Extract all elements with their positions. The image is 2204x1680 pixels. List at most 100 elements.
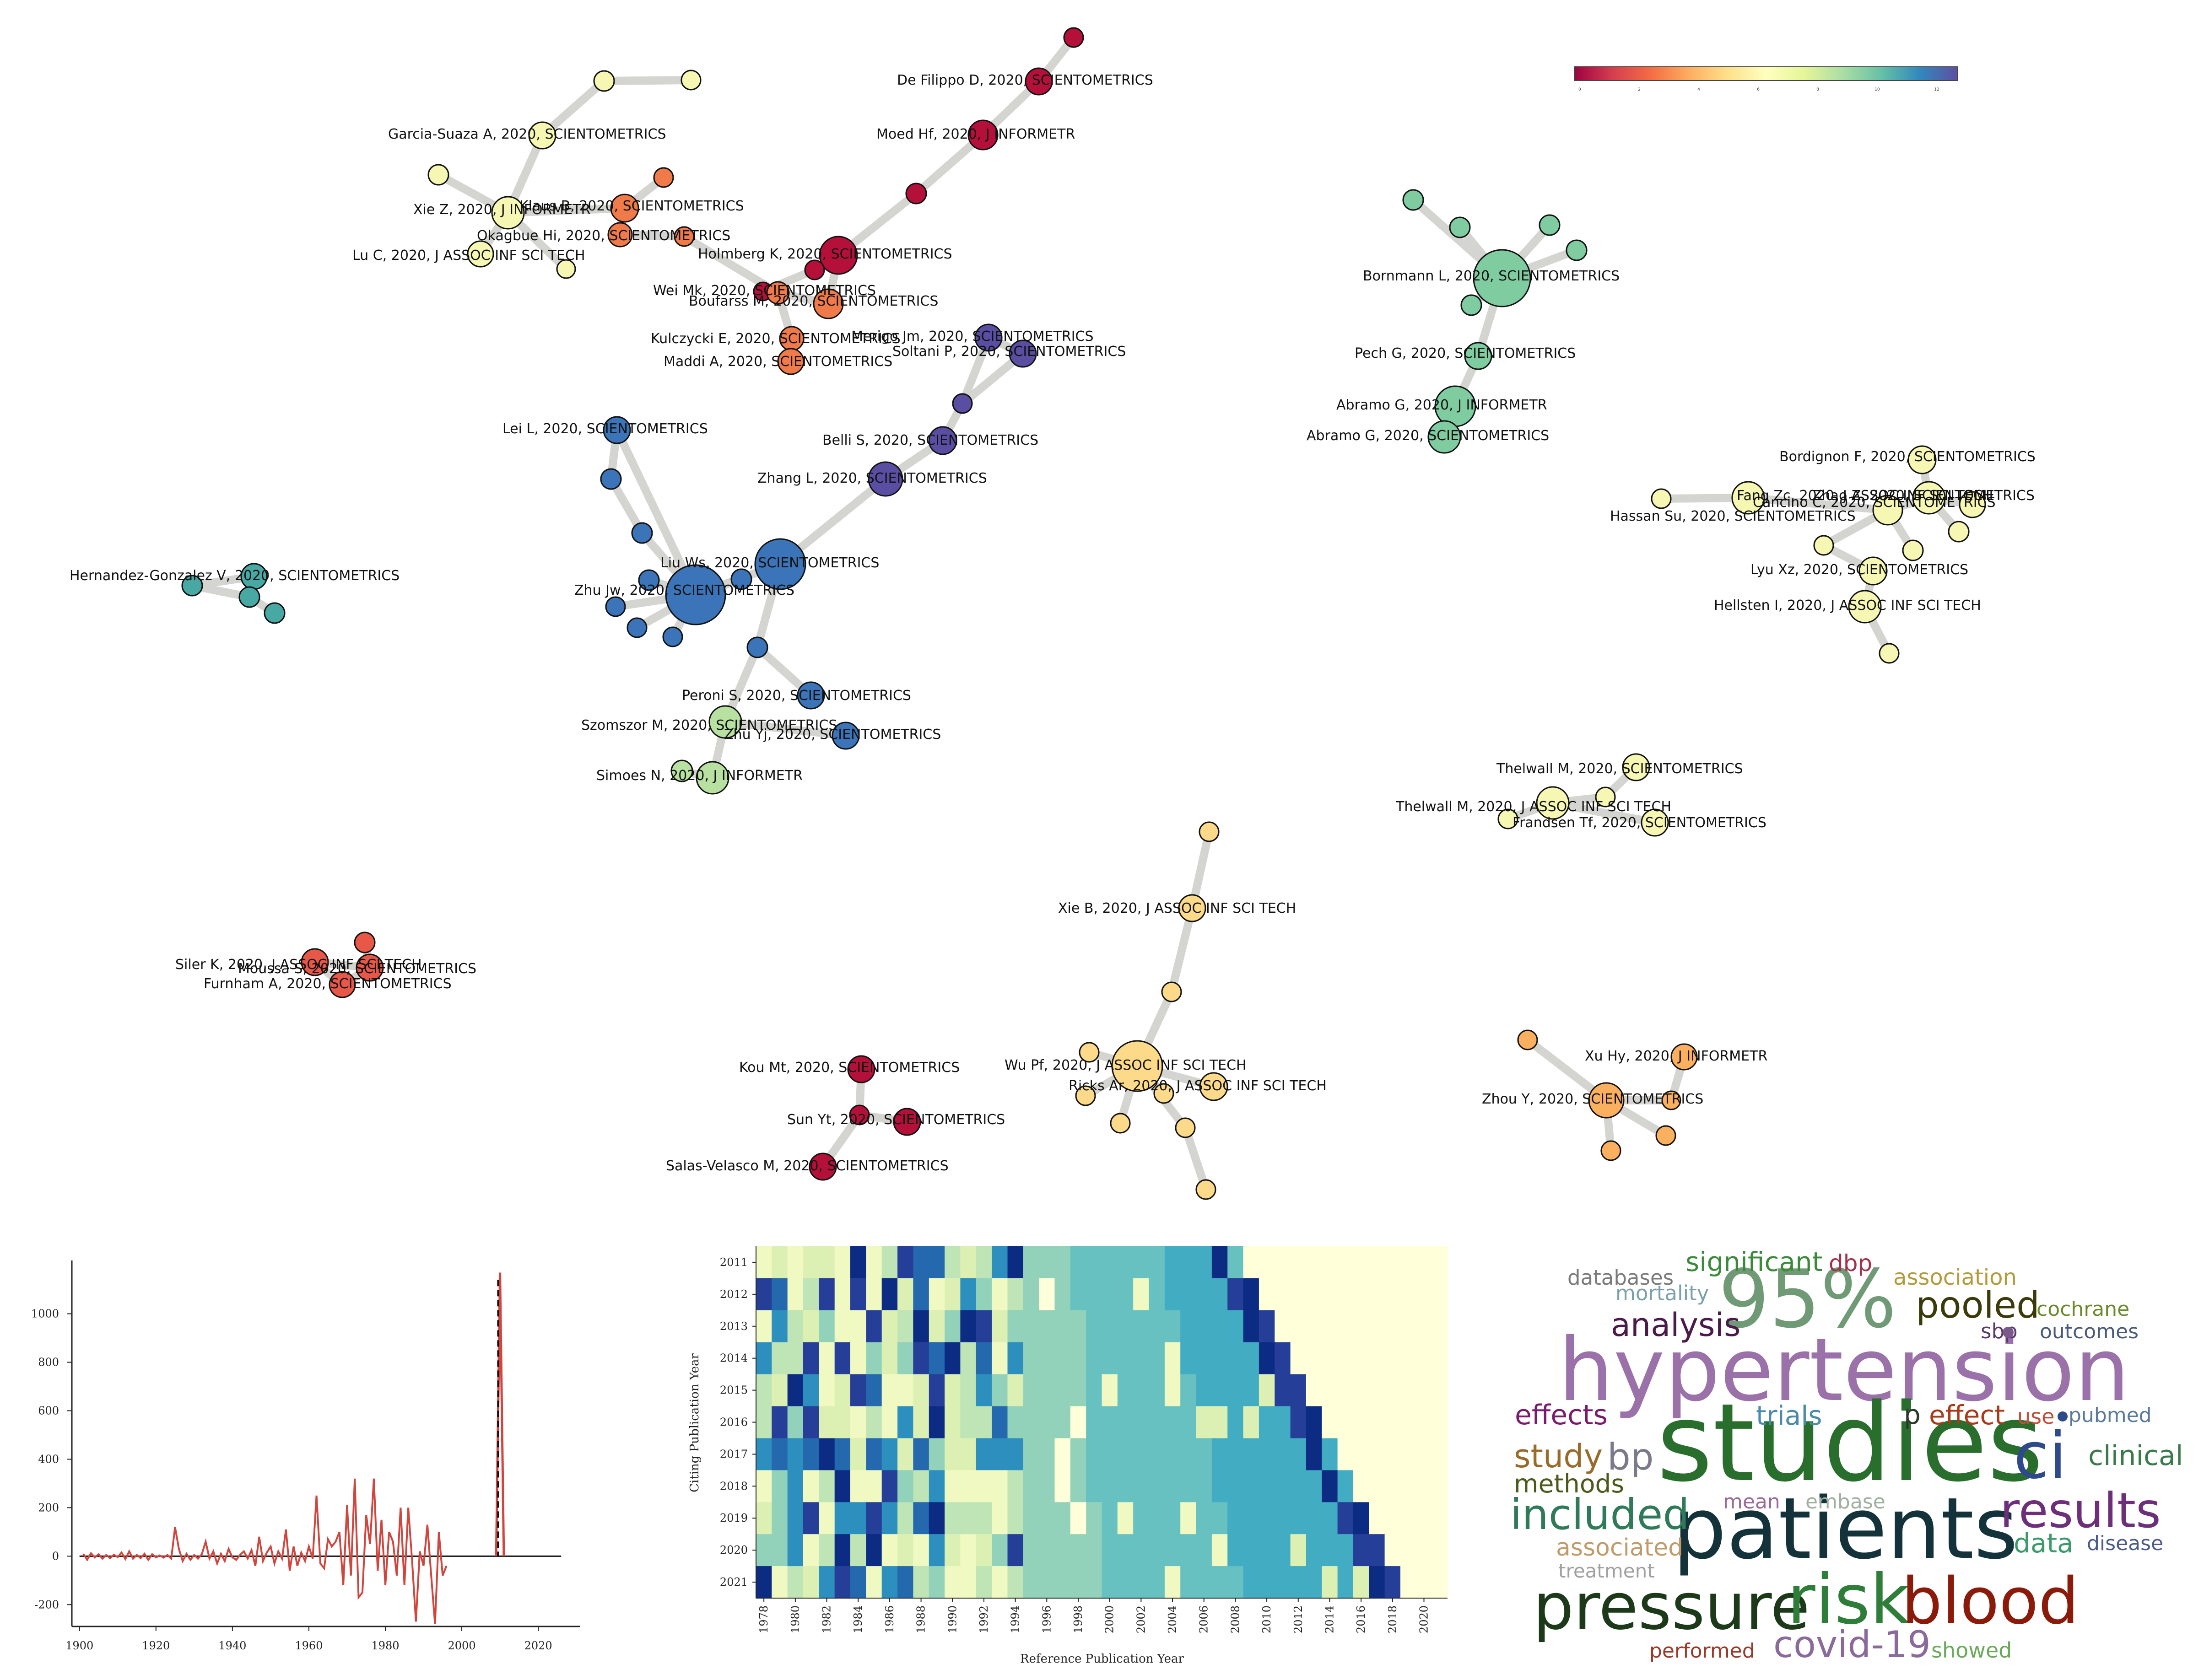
network-node — [974, 323, 1003, 352]
heatmap-cell — [1432, 1534, 1448, 1567]
heatmap-cell — [850, 1278, 866, 1311]
heatmap-cell — [945, 1502, 961, 1535]
heatmap-cell — [1164, 1246, 1181, 1279]
node-label: Kulczycki E, 2020, SCIENTOMETRICS — [651, 331, 901, 347]
heatmap-cell — [1353, 1406, 1369, 1438]
node-label: Merigo Jm, 2020, SCIENTOMETRICS — [851, 328, 1094, 345]
network-node — [1670, 1043, 1698, 1071]
heatmap-cell — [866, 1310, 882, 1343]
heatmap-cell — [866, 1502, 882, 1535]
heatmap-x-tick-label: 1982 — [821, 1605, 833, 1633]
network-edge — [721, 718, 850, 740]
heatmap-cell — [897, 1310, 913, 1343]
heatmap-cell — [976, 1470, 992, 1502]
heatmap-cell — [897, 1470, 913, 1502]
heatmap-cell — [976, 1278, 992, 1311]
heatmap-cell — [772, 1374, 788, 1407]
node-label: Hernandez-Gonzalez V, 2020, SCIENTOMETRI… — [70, 568, 400, 584]
heatmap-cell — [834, 1502, 851, 1535]
heatmap-cell — [1384, 1342, 1401, 1375]
heatmap-cell — [803, 1534, 819, 1567]
heatmap-cell — [1337, 1534, 1354, 1567]
heatmap-cell — [803, 1566, 819, 1599]
heatmap-cell — [850, 1374, 866, 1407]
node-label: Holmberg K, 2020, SCIENTOMETRICS — [698, 246, 952, 262]
heatmap-cell — [1007, 1502, 1024, 1535]
network-node — [708, 705, 742, 739]
node-label: Lyu Xz, 2020, SCIENTOMETRICS — [1750, 562, 1968, 578]
word-cloud-word: p — [1904, 1399, 1921, 1430]
heatmap-y-tick-label: 2013 — [720, 1320, 748, 1333]
heatmap-cell — [819, 1470, 835, 1502]
heatmap-cell — [1211, 1502, 1228, 1535]
heatmap-cell — [1039, 1438, 1055, 1470]
heatmap-cell — [1007, 1342, 1024, 1375]
heatmap-cell — [1337, 1374, 1354, 1407]
heatmap-cell — [897, 1278, 913, 1311]
heatmap-cell — [1259, 1278, 1275, 1311]
heatmap-cell — [866, 1534, 882, 1567]
heatmap-y-label: Citing Publication Year — [688, 1353, 702, 1492]
heatmap-cell — [1275, 1502, 1291, 1535]
heatmap-cell — [1133, 1566, 1150, 1599]
heatmap-cell — [850, 1502, 866, 1535]
heatmap-cell — [1432, 1406, 1448, 1438]
network-node — [1539, 214, 1561, 236]
heatmap-cell — [1353, 1534, 1369, 1567]
heatmap-cell — [1384, 1566, 1401, 1599]
heatmap-cell — [992, 1246, 1008, 1279]
network-node — [832, 722, 860, 750]
heatmap-cell — [929, 1470, 945, 1502]
node-label: Furnham A, 2020, SCIENTOMETRICS — [204, 976, 452, 992]
heatmap-cell — [1306, 1310, 1322, 1343]
heatmap-cell — [1070, 1278, 1086, 1311]
heatmap-x-tick-label: 2010 — [1260, 1605, 1273, 1633]
heatmap-cell — [913, 1406, 929, 1438]
heatmap-cell — [834, 1342, 851, 1375]
heatmap-cell — [1102, 1406, 1118, 1438]
heatmap-cell — [1400, 1470, 1416, 1502]
network-node — [329, 971, 356, 998]
network-node — [603, 416, 631, 444]
heatmap-cell — [803, 1246, 819, 1279]
word-cloud-word: cochrane — [2037, 1298, 2129, 1321]
heatmap-cell — [1353, 1502, 1369, 1535]
word-cloud-word: effects — [1515, 1399, 1608, 1431]
heatmap-cell — [1337, 1502, 1354, 1535]
heatmap-cell — [819, 1406, 835, 1438]
network-edge — [1744, 494, 1892, 514]
heatmap-cell — [1369, 1278, 1385, 1311]
heatmap-cell — [1102, 1246, 1118, 1279]
heatmap-cell — [913, 1534, 929, 1567]
node-label: Bornmann L, 2020, SCIENTOMETRICS — [1363, 268, 1620, 284]
network-node — [730, 568, 752, 590]
heatmap-cell — [1275, 1310, 1291, 1343]
heatmap-cell — [1054, 1534, 1071, 1567]
node-label: Thelwall M, 2020, SCIENTOMETRICS — [1496, 761, 1743, 777]
heatmap-x-label: Reference Publication Year — [1020, 1652, 1184, 1666]
network-node — [491, 196, 525, 230]
network-node — [1079, 1042, 1100, 1063]
heatmap-cell — [1432, 1342, 1448, 1375]
heatmap-cell — [945, 1342, 961, 1375]
network-node — [967, 119, 999, 151]
heatmap-cell — [819, 1502, 835, 1535]
heatmap-cell — [992, 1374, 1008, 1407]
heatmap-cell — [1290, 1406, 1307, 1438]
node-label: Abramo G, 2020, SCIENTOMETRICS — [1307, 428, 1549, 444]
heatmap-cell — [976, 1310, 992, 1343]
heatmap-cell — [1290, 1310, 1307, 1343]
heatmap-cell — [1416, 1534, 1432, 1567]
network-node — [1566, 239, 1588, 261]
network-node — [849, 1104, 870, 1125]
heatmap-cell — [1039, 1374, 1055, 1407]
heatmap-cell — [1290, 1534, 1307, 1567]
heatmap-cell — [1023, 1246, 1039, 1279]
network-node — [301, 948, 329, 976]
heatmap-cell — [772, 1566, 788, 1599]
x-tick-label: 1920 — [142, 1639, 170, 1652]
heatmap-cell — [1227, 1438, 1244, 1470]
heatmap-cell — [1086, 1310, 1102, 1343]
network-node — [1111, 1040, 1163, 1092]
heatmap-cell — [1180, 1374, 1197, 1407]
